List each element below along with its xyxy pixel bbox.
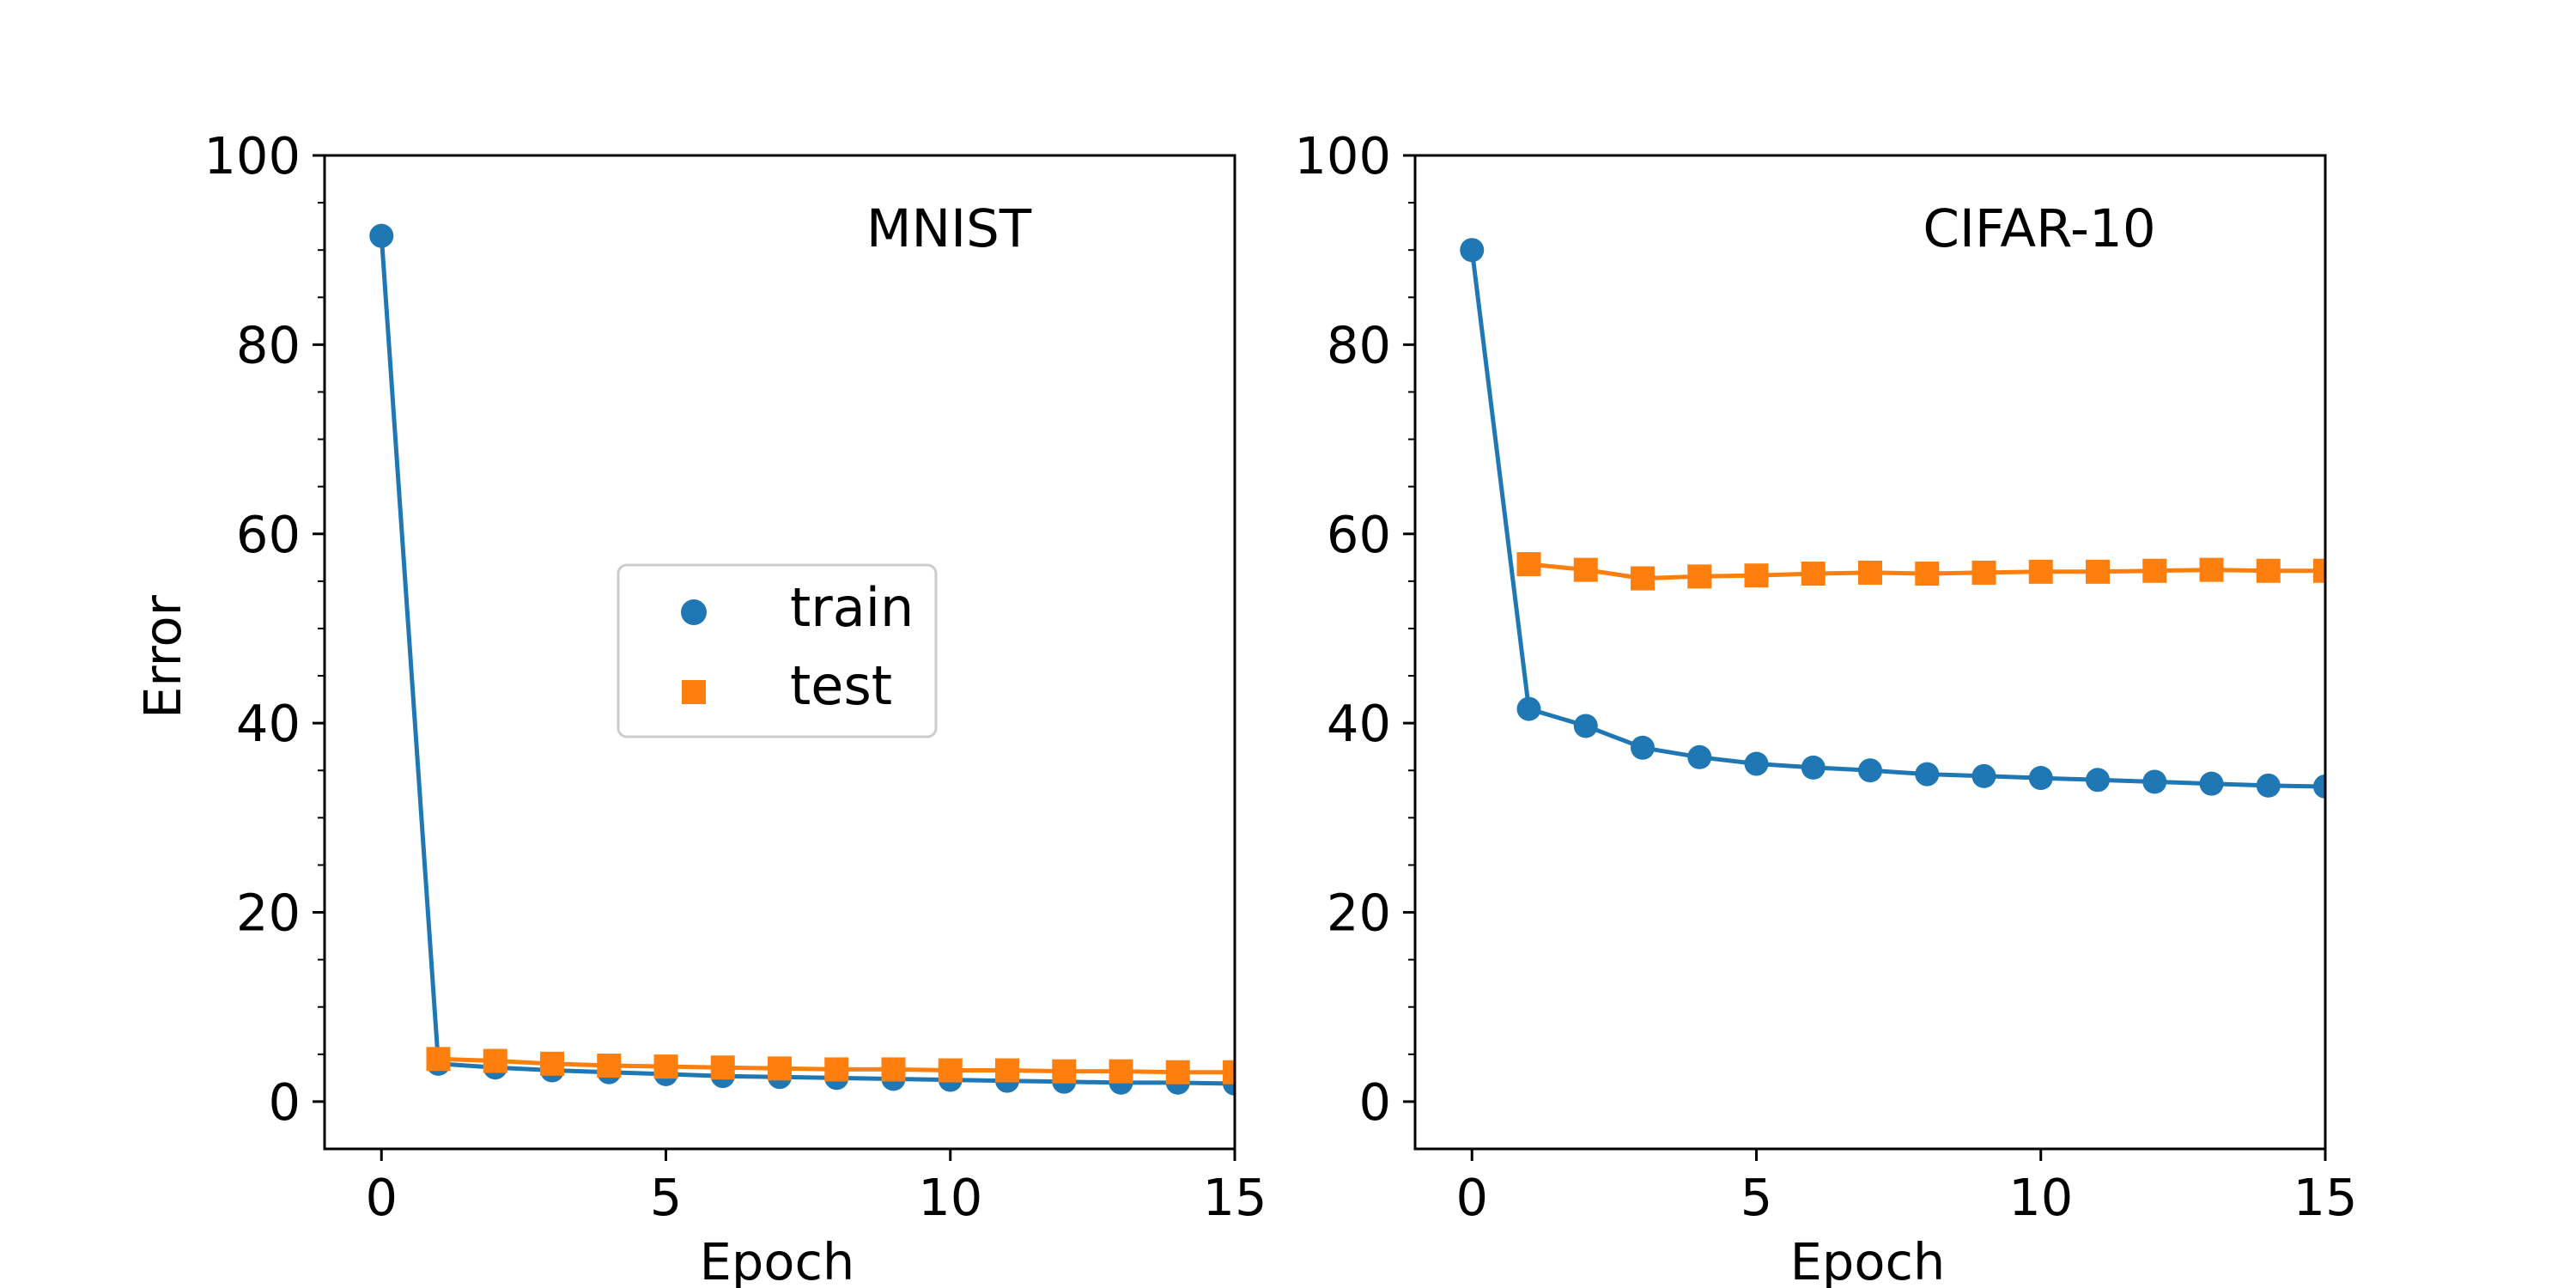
y-tick-label: 100 (1294, 126, 1391, 185)
point-test (2086, 559, 2110, 584)
point-test (1687, 564, 1712, 589)
point-train (369, 223, 394, 248)
x-tick-label: 15 (1202, 1168, 1267, 1227)
series-line-train (379, 234, 1235, 1086)
y-tick-label: 0 (1358, 1072, 1391, 1132)
x-tick-label: 10 (918, 1168, 982, 1227)
point-test (1915, 562, 1940, 586)
point-train (2199, 771, 2224, 796)
point-test (938, 1058, 963, 1083)
point-test (653, 1054, 678, 1079)
y-tick-label: 0 (268, 1072, 301, 1132)
point-test (540, 1051, 564, 1076)
point-test (995, 1058, 1019, 1083)
point-test (1165, 1060, 1190, 1084)
axes-frame (1413, 154, 2327, 1151)
point-test (1516, 552, 1541, 577)
point-test (1858, 560, 1882, 585)
y-axis-label: Error (133, 594, 192, 719)
point-train (1971, 763, 1996, 788)
point-train (1516, 696, 1541, 721)
point-test (2256, 558, 2281, 583)
point-test (1052, 1059, 1077, 1084)
point-test (2028, 559, 2053, 584)
point-train (1915, 762, 1940, 787)
y-tick-label: 20 (236, 884, 301, 943)
point-test (2199, 557, 2224, 582)
y-tick-label: 80 (1327, 315, 1391, 374)
x-tick-label: 5 (1741, 1168, 1773, 1227)
point-test (881, 1057, 906, 1082)
legend: train test (617, 563, 938, 738)
point-train (1631, 735, 1655, 760)
point-train (2313, 774, 2325, 799)
x-tick-label: 15 (2293, 1168, 2357, 1227)
point-test (1971, 560, 1996, 585)
x-tick-label: 0 (365, 1168, 398, 1227)
point-test (2313, 558, 2325, 583)
plot-area: 0 5 10 15 0 20 40 60 80 100 (204, 126, 1267, 1227)
point-test (483, 1048, 507, 1073)
point-test (1801, 562, 1826, 586)
x-tick-label: 10 (2008, 1168, 2073, 1227)
mnist-panel: MNIST Epoch Error 0 5 10 15 0 20 40 60 80 100 (133, 126, 1267, 1288)
x-tick-label: 5 (650, 1168, 683, 1227)
y-tick-label: 40 (236, 694, 301, 753)
point-train (2028, 766, 2053, 791)
point-train (1687, 744, 1712, 769)
point-test (1109, 1059, 1133, 1084)
axes-frame (323, 154, 1236, 1151)
point-train (2142, 769, 2167, 794)
point-test (2142, 558, 2167, 583)
y-tick-label: 40 (1327, 694, 1391, 753)
point-train (1744, 751, 1769, 776)
point-test (426, 1047, 451, 1072)
panel-title-cifar10: CIFAR-10 (1923, 198, 2155, 259)
panel-title-mnist: MNIST (866, 198, 1032, 259)
point-train (1858, 758, 1882, 783)
series-line-train (1469, 247, 2325, 789)
point-train (1460, 238, 1485, 263)
y-tick-label: 60 (236, 505, 301, 564)
point-test (824, 1057, 849, 1082)
point-test (710, 1055, 735, 1080)
point-test (1573, 557, 1598, 582)
x-tick-label: 0 (1455, 1168, 1488, 1227)
point-train (2256, 773, 2281, 798)
point-test (597, 1054, 622, 1078)
legend-test-marker (682, 680, 706, 704)
point-train (1573, 714, 1598, 738)
point-train (1801, 755, 1826, 780)
point-test (768, 1056, 792, 1081)
y-tick-label: 60 (1327, 505, 1391, 564)
y-tick-label: 80 (236, 315, 301, 374)
point-train (2086, 768, 2110, 793)
legend-test-label: test (790, 654, 892, 717)
cifar10-panel: CIFAR-10 Epoch 0 5 10 15 0 20 40 60 80 100 (1294, 126, 2357, 1288)
legend-train-marker (681, 599, 707, 625)
series-markers (1460, 238, 2325, 799)
x-axis-label: Epoch (700, 1232, 855, 1288)
point-test (1631, 566, 1655, 591)
point-test (1223, 1060, 1235, 1084)
plot-area: 0 5 10 15 0 20 40 60 80 100 (1294, 126, 2357, 1227)
point-test (1744, 563, 1769, 588)
y-tick-label: 100 (204, 126, 301, 185)
y-tick-label: 20 (1327, 884, 1391, 943)
series-markers (369, 223, 1235, 1096)
x-axis-label: Epoch (1790, 1232, 1946, 1288)
legend-train-label: train (790, 576, 914, 639)
